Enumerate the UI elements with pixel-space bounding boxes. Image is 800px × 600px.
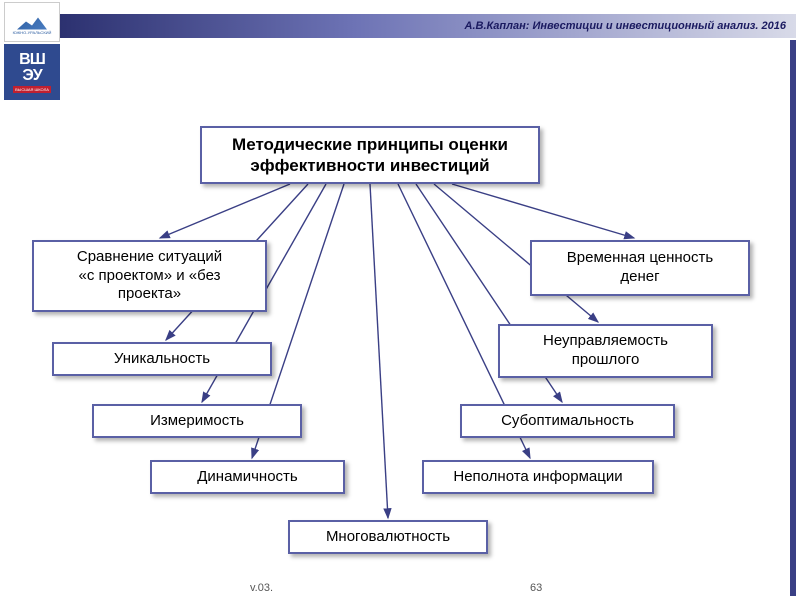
mountain-icon [17,10,47,30]
university-logo-top: ЮЖНО-УРАЛЬСКИЙ [4,2,60,42]
school-abbrev-2: ЭУ [22,68,41,84]
school-subtitle: ВЫСШАЯ ШКОЛА [13,86,51,93]
footer-version: v.03. [250,582,273,594]
node-compare: Сравнение ситуаций«с проектом» и «безпро… [32,240,267,312]
school-abbrev-1: ВШ [19,52,45,68]
node-incomplete: Неполнота информации [422,460,654,494]
university-name: ЮЖНО-УРАЛЬСКИЙ [13,30,52,35]
header-bar: А.В.Каплан: Инвестиции и инвестиционный … [60,14,796,38]
school-logo-bottom: ВШ ЭУ ВЫСШАЯ ШКОЛА [4,44,60,100]
root-node: Методические принципы оценкиэффективност… [200,126,540,184]
node-unique: Уникальность [52,342,272,376]
node-multicur: Многовалютность [288,520,488,554]
node-uncontrol: Неуправляемостьпрошлого [498,324,713,378]
node-measure: Измеримость [92,404,302,438]
side-accent-bar [790,40,796,596]
node-subopt: Субоптимальность [460,404,675,438]
footer-page: 63 [530,582,542,594]
node-dynamic: Динамичность [150,460,345,494]
header-title: А.В.Каплан: Инвестиции и инвестиционный … [465,20,786,32]
node-timevalue: Временная ценностьденег [530,240,750,296]
